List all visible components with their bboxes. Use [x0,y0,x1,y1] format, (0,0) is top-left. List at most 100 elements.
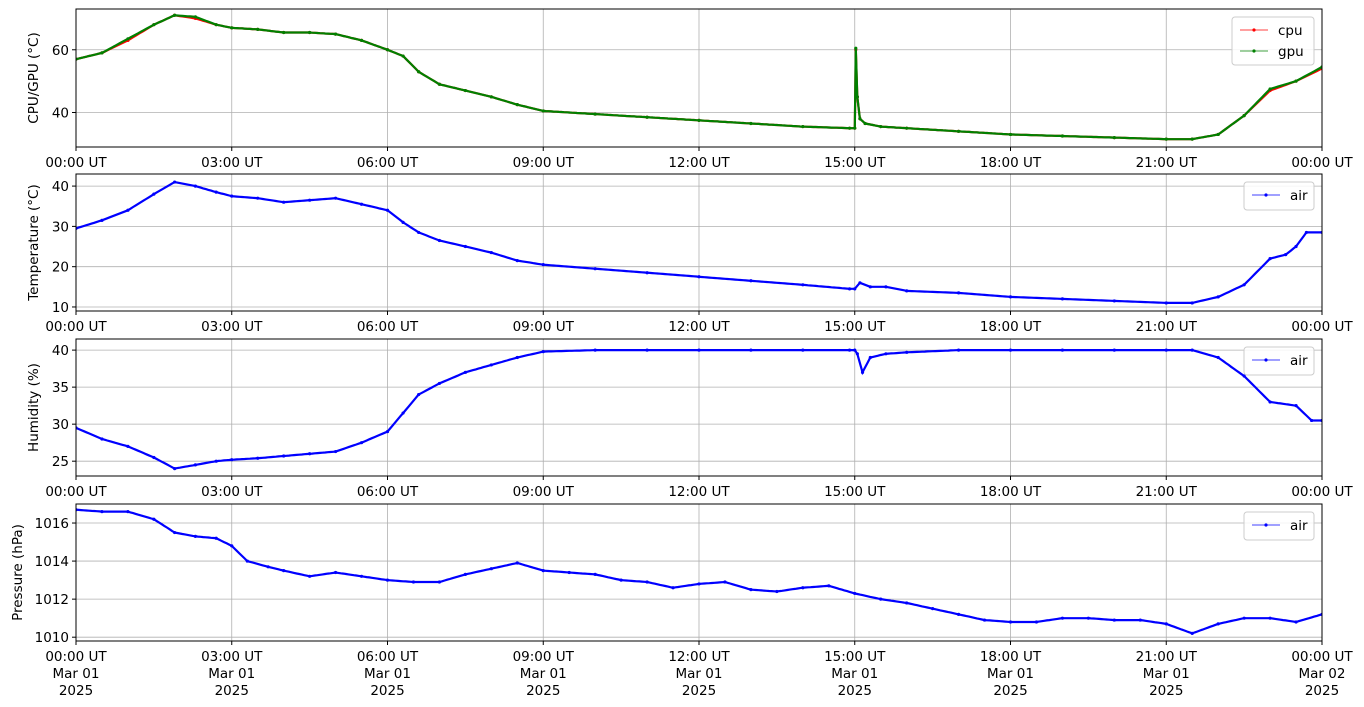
data-point-gpu [333,32,338,36]
data-point-gpu [515,103,519,107]
x-date-label: Mar 01 [53,666,100,682]
data-point-air [1242,616,1246,620]
data-point-air [230,194,234,198]
x-year-label: 2025 [215,683,249,699]
y-tick-label: 30 [52,219,69,235]
y-tick-label: 1016 [35,516,69,532]
data-point-gpu [489,95,493,99]
x-year-label: 2025 [993,683,1027,699]
x-tick-label: 00:00 UT [1291,155,1353,171]
data-point-air [1008,348,1013,352]
legend-box [1243,346,1315,376]
x-tick-label: 18:00 UT [980,319,1042,335]
data-point-gpu [173,13,177,17]
data-point-gpu [126,37,130,41]
data-point-air [417,230,421,235]
y-tick-label: 1010 [35,630,69,646]
x-tick-label: 00:00 UT [1291,484,1353,500]
data-point-air [860,370,865,374]
data-point-gpu [1060,134,1065,138]
legend: air [1243,346,1315,376]
data-point-gpu [308,30,312,35]
data-point-air [1008,295,1013,299]
data-point-air [1086,616,1090,620]
series-layer [76,180,1322,305]
data-point-air [515,355,519,360]
data-point-air [801,348,805,352]
y-tick-label: 60 [52,43,69,59]
data-point-gpu [854,46,858,50]
x-tick-label: 12:00 UT [668,155,730,171]
data-point-air [671,586,675,590]
data-point-gpu [855,95,859,99]
legend-label-air: air [1290,518,1308,534]
legend-label-cpu: cpu [1278,23,1303,39]
x-tick-label: 03:00 UT [201,649,263,665]
x-tick-label: 12:00 UT [668,649,730,665]
legend: air [1243,511,1315,541]
data-point-air [515,561,519,565]
data-point-air [437,381,442,386]
data-point-air [1060,297,1065,301]
data-point-air [214,536,218,540]
data-point-air [1268,400,1272,404]
data-point-air [905,350,909,354]
legend-marker-air [1264,358,1268,362]
data-point-air [266,565,270,569]
data-point-air [1268,257,1272,261]
legend-label-gpu: gpu [1278,44,1304,60]
data-point-gpu [152,23,156,27]
data-point-air [411,580,416,584]
data-point-air [749,348,753,352]
data-point-gpu [1164,137,1168,141]
data-point-air [956,612,961,616]
data-point-air [417,392,421,397]
data-point-air [1060,348,1065,352]
data-point-air [879,597,883,601]
x-tick-label: 09:00 UT [513,484,575,500]
data-point-air [152,455,156,460]
series-layer [76,348,1322,471]
data-point-gpu [645,115,649,119]
data-point-air [282,200,286,204]
data-point-air [359,574,364,578]
data-point-air [1294,244,1298,249]
data-point-air [853,591,857,596]
data-point-air [385,578,390,582]
data-point-air [593,348,597,352]
x-tick-label: 12:00 UT [668,484,730,500]
data-point-air [884,285,888,289]
data-point-air [645,271,649,275]
data-point-gpu [1112,135,1116,140]
data-point-air [697,348,701,352]
data-point-gpu [463,88,467,93]
x-date-label: Mar 01 [520,666,567,682]
data-point-gpu [749,121,753,126]
data-point-air [1138,618,1142,622]
x-tick-label: 06:00 UT [357,155,419,171]
data-point-air [437,238,442,243]
data-point-air [152,517,156,521]
data-point-gpu [541,109,545,113]
x-tick-label: 18:00 UT [980,155,1042,171]
x-tick-label: 06:00 UT [357,649,419,665]
data-point-air [541,349,545,354]
x-tick-label: 03:00 UT [201,319,263,335]
data-point-air [1060,616,1065,620]
x-tick-label: 00:00 UT [45,319,107,335]
data-point-gpu [359,38,364,42]
data-point-air [100,437,104,441]
data-point-air [126,208,130,212]
data-point-gpu [956,129,961,133]
data-point-air [868,285,872,289]
data-point-air [645,580,649,584]
data-point-air [173,530,177,535]
x-date-label: Mar 02 [1299,666,1346,682]
data-point-air [593,267,597,271]
data-point-gpu [437,82,442,86]
data-point-air [214,190,218,194]
data-point-air [193,463,198,467]
y-axis-label: Pressure (hPa) [10,524,26,621]
data-point-gpu [193,15,198,19]
